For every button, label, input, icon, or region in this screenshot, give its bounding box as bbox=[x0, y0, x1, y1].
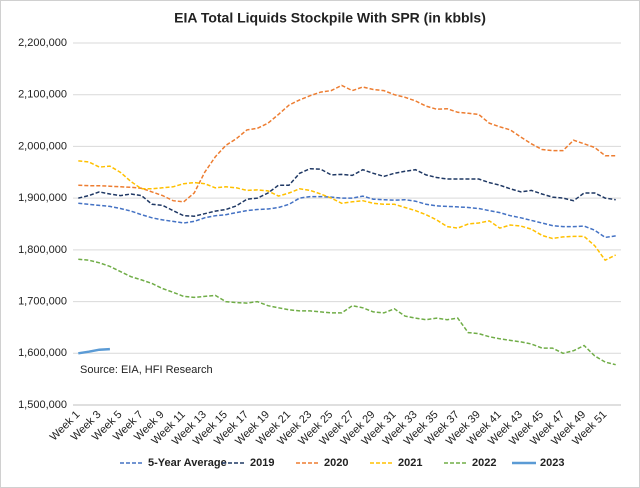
series-line bbox=[78, 160, 617, 262]
legend-label: 5-Year Average bbox=[148, 457, 227, 469]
series-line bbox=[78, 195, 616, 239]
legend-label: 2020 bbox=[324, 457, 348, 469]
y-tick-label: 2,200,000 bbox=[18, 37, 67, 49]
chart-title: EIA Total Liquids Stockpile With SPR (in… bbox=[174, 10, 486, 26]
legend-label: 2023 bbox=[540, 457, 564, 469]
y-tick-label: 2,000,000 bbox=[18, 140, 67, 152]
y-tick-label: 2,100,000 bbox=[18, 89, 67, 101]
series-line bbox=[78, 84, 616, 203]
y-tick-label: 1,900,000 bbox=[18, 192, 67, 204]
legend-label: 2019 bbox=[250, 457, 274, 469]
series-line bbox=[78, 167, 616, 217]
series-line bbox=[78, 347, 110, 355]
y-tick-label: 1,500,000 bbox=[18, 399, 67, 411]
legend-label: 2022 bbox=[472, 457, 496, 469]
legend-label: 2021 bbox=[398, 457, 422, 469]
y-tick-label: 1,800,000 bbox=[18, 244, 67, 256]
y-tick-label: 1,600,000 bbox=[18, 347, 67, 359]
source-note: Source: EIA, HFI Research bbox=[80, 364, 213, 376]
y-tick-label: 1,700,000 bbox=[18, 295, 67, 307]
